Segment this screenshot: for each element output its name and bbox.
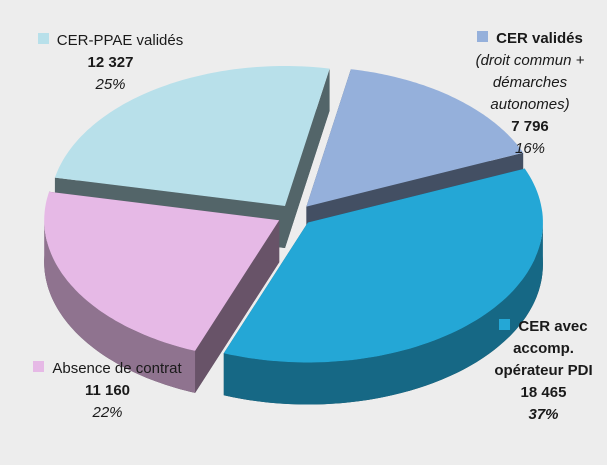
name-line: CER-PPAE validés (18, 30, 203, 52)
legend-swatch (33, 361, 45, 372)
slice-top (54, 66, 330, 206)
name-line: Absence de contrat (20, 358, 195, 380)
legend-label: CER validés (droit commun + démarches aut… (455, 28, 605, 160)
category-name: CER avec accomp. opérateur PDI (494, 318, 593, 379)
name-line: CER validés (455, 28, 605, 50)
category-name: CER-PPAE validés (56, 32, 184, 49)
slice-rim (223, 222, 543, 405)
value-label: 11 160 (84, 382, 131, 399)
value-label: 7 796 (511, 118, 549, 135)
slice-top (44, 191, 280, 351)
legend-label: CER-PPAE validés 12 327 25% (18, 30, 203, 96)
percent-label: 37% (528, 406, 559, 423)
slice-wall (195, 220, 280, 393)
legend-swatch (499, 319, 511, 330)
percent-label: 22% (92, 404, 123, 421)
slice-top (306, 69, 524, 207)
category-note: (droit commun + démarches autonomes) (475, 52, 585, 113)
slice-wall (285, 68, 330, 248)
name-line: CER avec accomp. opérateur PDI (480, 316, 607, 382)
legend-label: CER avec accomp. opérateur PDI 18 465 37% (480, 316, 607, 426)
category-name: CER validés (496, 30, 583, 47)
value-label: 18 465 (520, 384, 567, 401)
percent-label: 16% (514, 140, 546, 157)
legend-swatch (477, 31, 489, 42)
slice (223, 168, 543, 405)
slice-top (223, 168, 543, 363)
percent-label: 25% (95, 76, 126, 93)
legend-swatch (37, 33, 49, 44)
value-label: 12 327 (87, 54, 134, 71)
slice (44, 191, 280, 393)
slice-rim (44, 220, 196, 393)
legend-label: Absence de contrat 11 160 22% (20, 358, 195, 424)
category-name: Absence de contrat (52, 360, 182, 377)
